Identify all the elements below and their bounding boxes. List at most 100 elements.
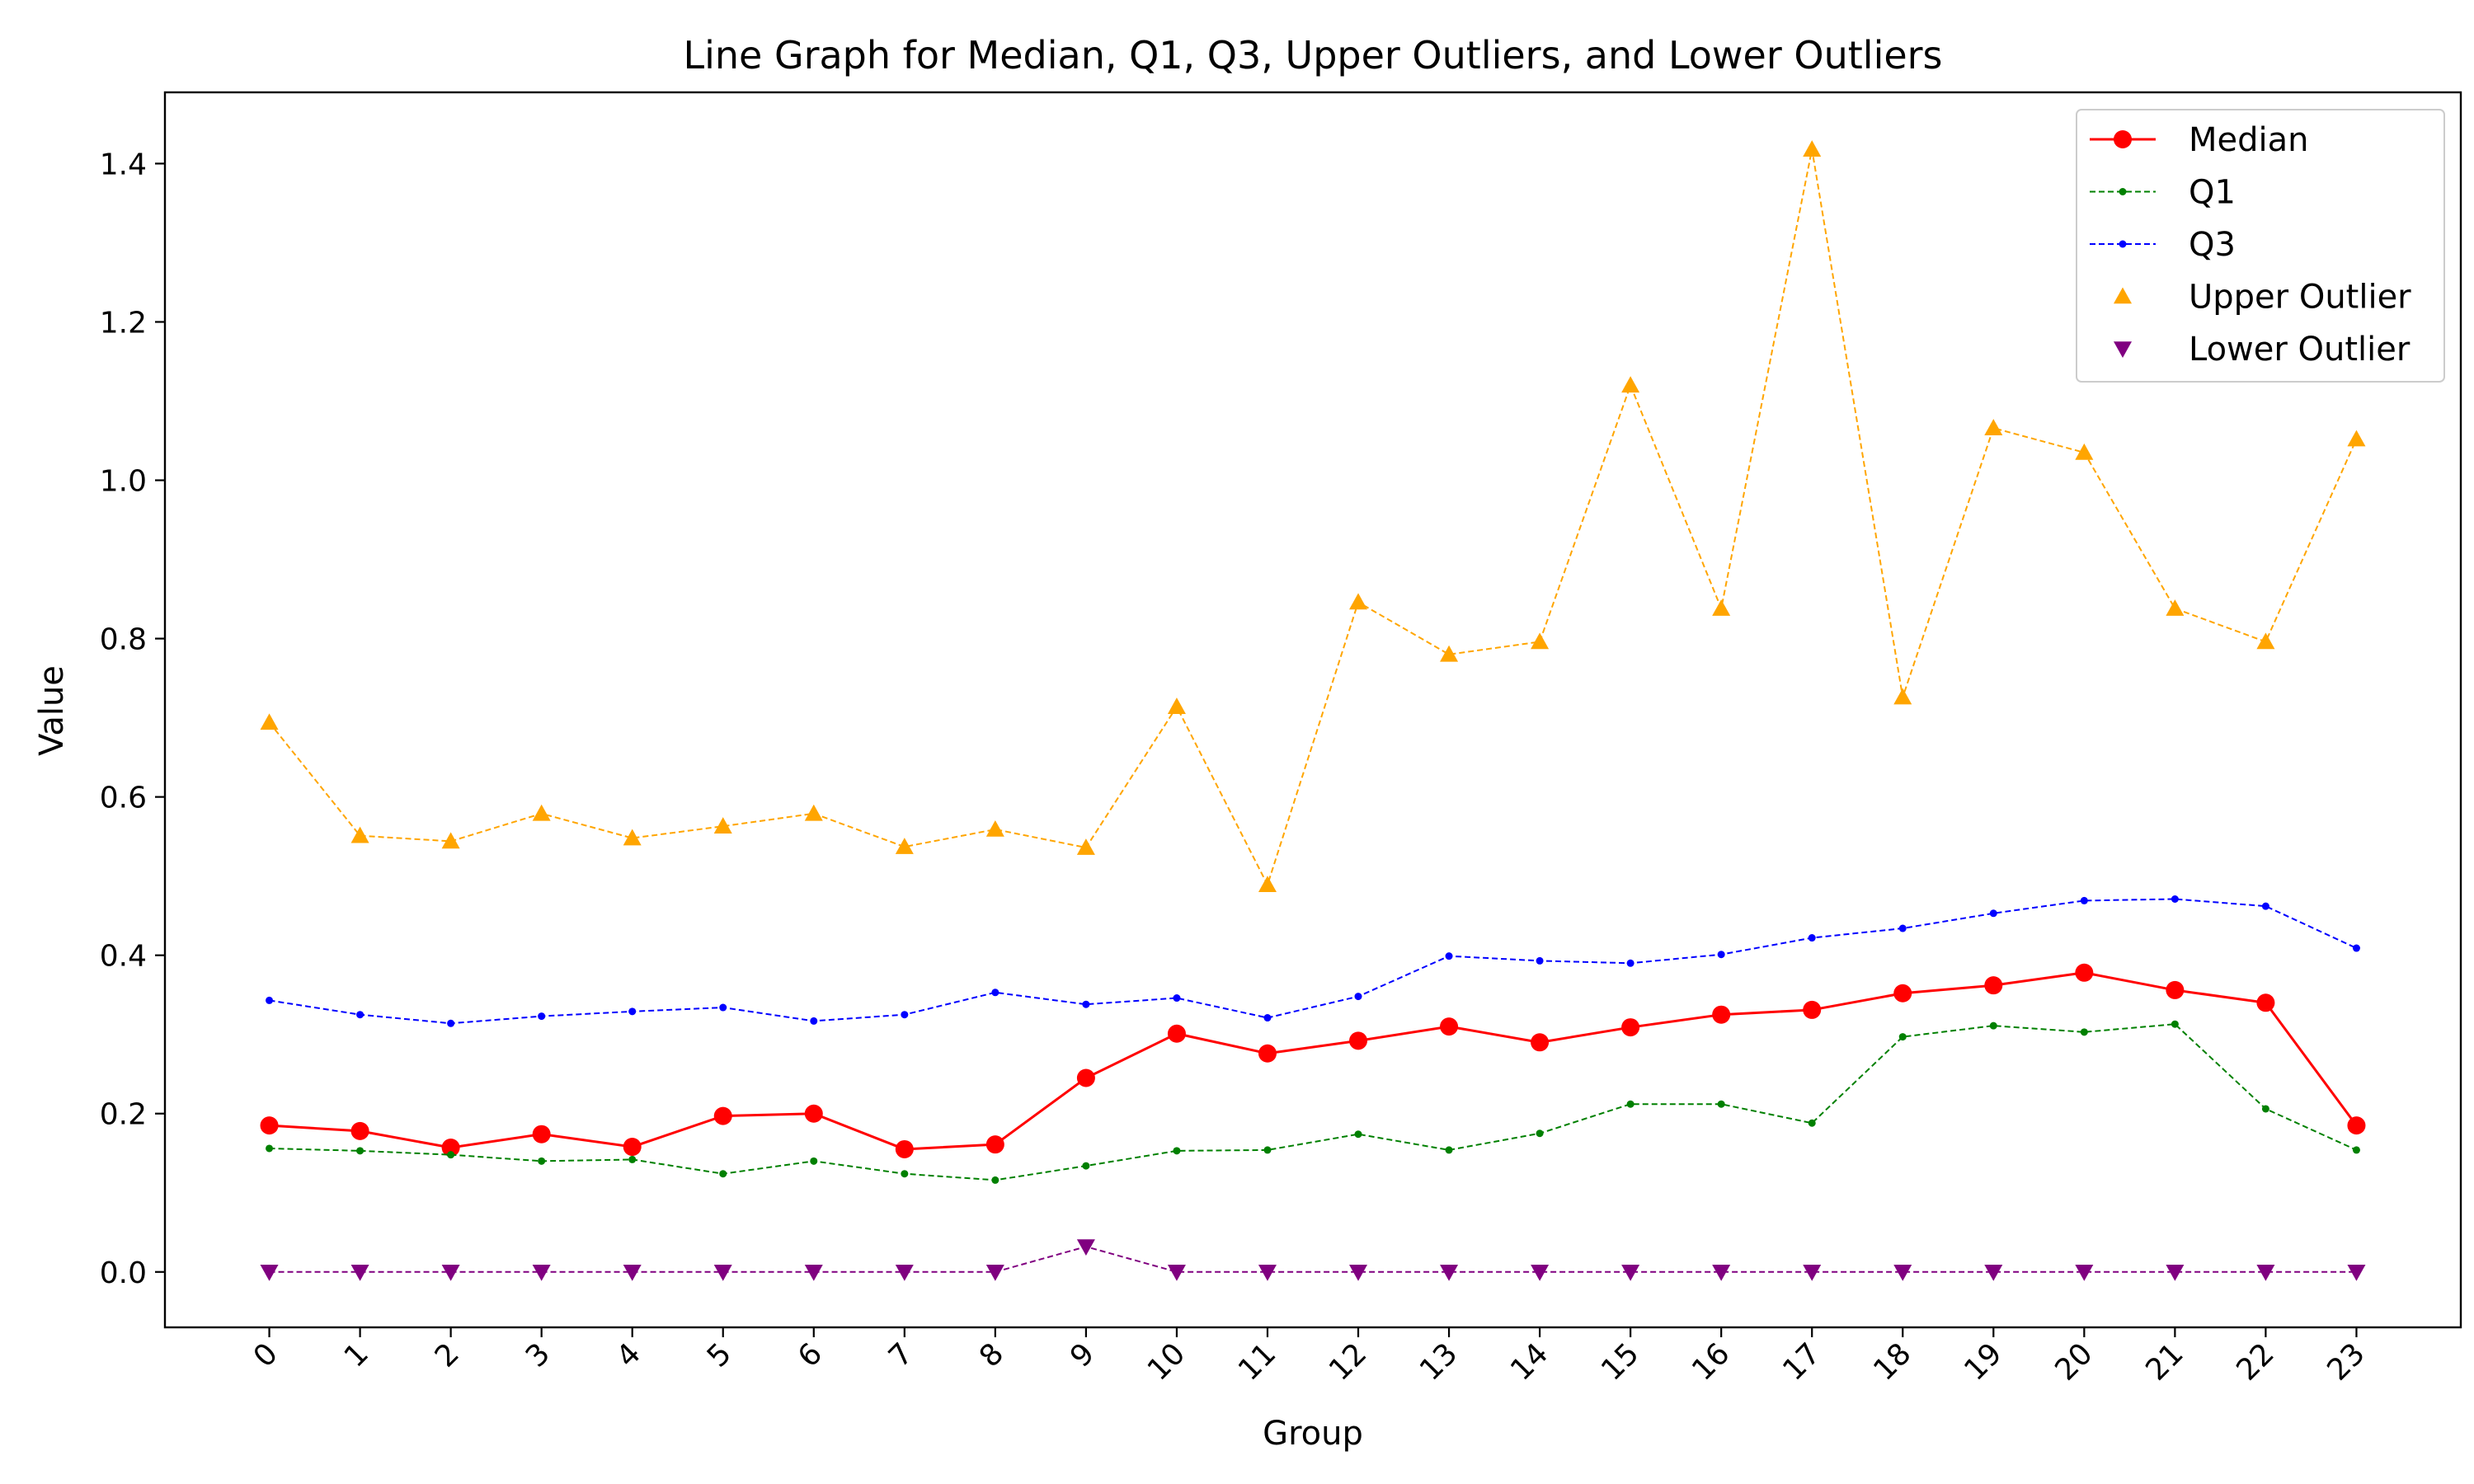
- point-median: [1258, 1044, 1277, 1063]
- point-q3: [1717, 951, 1725, 959]
- x-axis-label: Group: [1263, 1415, 1363, 1453]
- point-upper-outlier: [1076, 838, 1095, 855]
- point-upper-outlier: [441, 832, 460, 849]
- series-line-lower-outlier: [269, 1246, 2357, 1273]
- y-tick-label: 1.4: [100, 148, 147, 181]
- point-q3: [901, 1011, 909, 1019]
- point-q3: [991, 989, 999, 997]
- legend-item-upper-outlier: Upper Outlier: [2114, 279, 2411, 317]
- point-q1: [538, 1157, 546, 1165]
- point-upper-outlier: [1984, 419, 2003, 435]
- y-tick-label: 1.2: [100, 306, 147, 340]
- point-q1: [1173, 1147, 1181, 1155]
- point-upper-outlier: [804, 804, 823, 821]
- point-median: [2166, 980, 2185, 999]
- legend-item-q1: Q1: [2090, 174, 2236, 212]
- point-q1: [1354, 1130, 1362, 1139]
- point-lower-outlier: [1621, 1264, 1640, 1281]
- x-tick-label: 9: [1064, 1336, 1101, 1374]
- legend-label: Q3: [2189, 226, 2236, 264]
- x-tick-label: 10: [1141, 1336, 1192, 1387]
- point-lower-outlier: [623, 1264, 642, 1281]
- series-line-q3: [269, 898, 2357, 1025]
- point-lower-outlier: [1531, 1264, 1550, 1281]
- point-lower-outlier: [1167, 1264, 1186, 1281]
- x-tick-label: 2: [429, 1336, 466, 1374]
- x-tick-label: 19: [1958, 1336, 2008, 1387]
- point-q1: [1989, 1021, 1997, 1030]
- legend-box: [2076, 109, 2445, 383]
- x-tick-label: 13: [1413, 1336, 1464, 1387]
- point-q3: [1989, 909, 1997, 918]
- point-median: [260, 1116, 279, 1135]
- point-q1: [1082, 1162, 1090, 1170]
- point-upper-outlier: [2256, 632, 2275, 650]
- y-tick-label: 0.8: [100, 623, 147, 657]
- x-tick-label: 15: [1595, 1336, 1645, 1387]
- x-tick-label: 18: [1867, 1336, 1917, 1387]
- legend-label: Median: [2189, 121, 2309, 159]
- point-lower-outlier: [2075, 1264, 2094, 1281]
- x-tick-label: 17: [1776, 1336, 1827, 1387]
- point-q1: [1808, 1119, 1816, 1127]
- x-tick-label: 12: [1323, 1336, 1373, 1387]
- y-tick-label: 0.6: [100, 782, 147, 815]
- x-tick-label: 8: [973, 1336, 1010, 1374]
- legend-marker: [2119, 188, 2127, 195]
- point-upper-outlier: [260, 713, 279, 730]
- point-q3: [1445, 952, 1453, 960]
- legend: Median Q1 Q3 Upper Outlier Lower Outlier: [2076, 109, 2445, 383]
- y-tick-label: 0.0: [100, 1256, 147, 1290]
- point-q1: [356, 1147, 365, 1155]
- point-upper-outlier: [350, 826, 369, 843]
- point-q3: [1082, 1000, 1090, 1008]
- point-q1: [1263, 1146, 1272, 1154]
- x-tick-label: 16: [1686, 1336, 1736, 1387]
- y-tick-label: 1.0: [100, 465, 147, 499]
- point-median: [1621, 1018, 1640, 1037]
- point-q3: [1354, 993, 1362, 1001]
- plot-frame: [163, 91, 2462, 1329]
- point-upper-outlier: [1167, 697, 1186, 714]
- legend-marker: [2114, 341, 2132, 358]
- point-upper-outlier: [713, 817, 732, 834]
- point-q3: [1536, 956, 1544, 965]
- point-q3: [2171, 895, 2179, 904]
- y-tick-label: 0.4: [100, 940, 147, 974]
- legend-marker: [2114, 287, 2132, 304]
- point-q1: [2352, 1146, 2360, 1154]
- series-line-q1: [269, 1023, 2357, 1181]
- point-lower-outlier: [804, 1264, 823, 1281]
- x-tick-label: 22: [2230, 1336, 2280, 1387]
- x-tick-label: 0: [247, 1336, 285, 1374]
- point-q3: [628, 1007, 637, 1016]
- point-lower-outlier: [532, 1264, 551, 1281]
- point-lower-outlier: [985, 1264, 1004, 1281]
- point-lower-outlier: [2256, 1264, 2275, 1281]
- point-q3: [2261, 902, 2269, 910]
- x-tick-label: 1: [338, 1336, 375, 1374]
- point-upper-outlier: [532, 804, 551, 821]
- point-lower-outlier: [713, 1264, 732, 1281]
- point-q1: [1717, 1100, 1725, 1108]
- point-upper-outlier: [1893, 688, 1912, 705]
- point-lower-outlier: [441, 1264, 460, 1281]
- point-lower-outlier: [1803, 1264, 1822, 1281]
- point-q1: [266, 1144, 274, 1153]
- point-upper-outlier: [1349, 593, 1368, 610]
- point-median: [985, 1135, 1004, 1154]
- point-q3: [719, 1003, 727, 1012]
- point-q1: [628, 1155, 637, 1163]
- point-median: [2347, 1116, 2366, 1135]
- point-lower-outlier: [1893, 1264, 1912, 1281]
- point-lower-outlier: [2166, 1264, 2185, 1281]
- x-tick-label: 21: [2139, 1336, 2189, 1387]
- point-upper-outlier: [895, 838, 914, 854]
- point-lower-outlier: [1349, 1264, 1368, 1281]
- point-q1: [991, 1176, 999, 1184]
- point-q1: [1626, 1100, 1634, 1108]
- point-lower-outlier: [2347, 1264, 2366, 1281]
- point-q1: [1536, 1129, 1544, 1138]
- series-line-median: [269, 971, 2358, 1151]
